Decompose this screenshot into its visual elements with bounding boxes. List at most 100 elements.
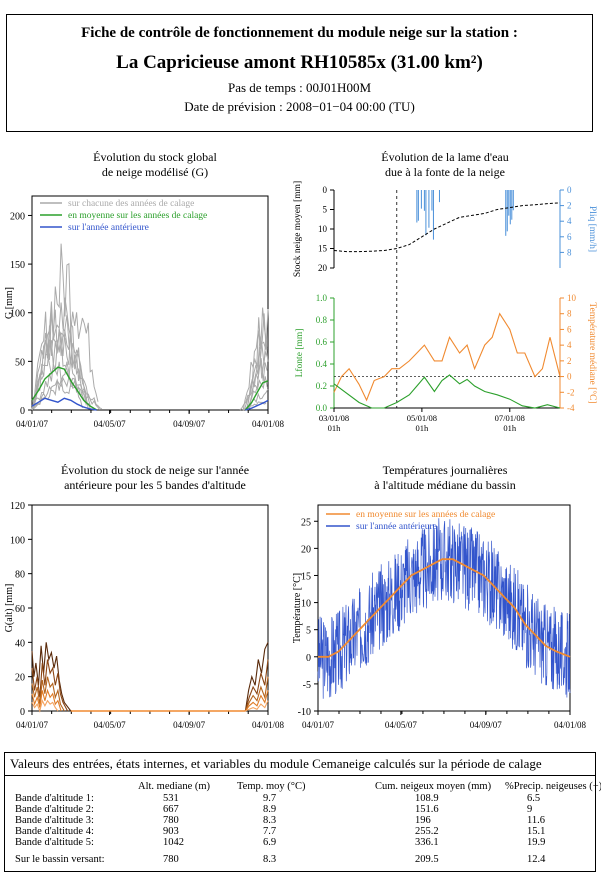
- y-right-tick-label: 8: [567, 247, 572, 257]
- calibration-year-line: [31, 321, 91, 411]
- y-tick-label: 0.6: [316, 337, 328, 347]
- row-label: Bande d'altitude 3:: [15, 815, 94, 826]
- mean-calibration-line: [31, 366, 98, 411]
- x-tick-label: 04/01/07: [302, 720, 335, 730]
- cell-temp: 8.3: [263, 815, 277, 826]
- calibration-year-line: [246, 308, 269, 411]
- cell-temp: 6.9: [263, 837, 277, 848]
- mean-calibration-line: [244, 380, 269, 411]
- legend-label: en moyenne sur les années de calage: [68, 211, 207, 221]
- y-tick-label: 50: [15, 357, 25, 368]
- y-tick-label: 5: [323, 205, 328, 215]
- y-axis-label: Lfonte [mm]: [294, 329, 305, 378]
- x-tick-label: 04/05/07: [94, 720, 127, 730]
- y-tick-label: 200: [10, 211, 25, 222]
- band-line: [31, 676, 65, 712]
- calibration-year-line: [246, 336, 269, 411]
- table-row: Bande d'altitude 2: 667 8.9 151.6 9: [5, 804, 595, 816]
- x-tick-label: 05/01/08: [407, 413, 437, 423]
- station-name: La Capricieuse amont RH10585x (31.00 km²…: [116, 52, 483, 73]
- chart-title-stock-global: Évolution du stock global de neige modéli…: [93, 150, 217, 179]
- table-row: Bande d'altitude 1: 531 9.7 108.9 6.5: [5, 793, 595, 805]
- x-tick-label: 04/05/07: [94, 419, 127, 429]
- cell-alt: 667: [163, 804, 179, 815]
- y-right-tick-label: -4: [567, 403, 575, 413]
- x-tick-label: 04/09/07: [173, 419, 206, 429]
- x-tick-label: 04/09/07: [173, 720, 206, 730]
- chart-stock-bandes: 0 20 40 60 80 100 120 04/01/07 04/05/07 04/09/07 0…: [4, 501, 285, 730]
- chart-title-stock-bandes: Évolution du stock de neige sur l'année a…: [60, 463, 250, 492]
- calibration-year-line: [31, 302, 87, 411]
- row-label: Bande d'altitude 1:: [15, 793, 94, 804]
- y-right-tick-label: 10: [567, 293, 577, 303]
- chart-stock-global: 0 50 100 150 200 04/01/07 04/05/07 04/09/07 04/0…: [4, 195, 284, 429]
- y-tick-label: 10: [318, 224, 328, 234]
- cell-cum: 255.2: [415, 826, 439, 837]
- y-tick-label: 5: [306, 626, 311, 637]
- x-tick-label: 04/01/08: [252, 720, 285, 730]
- cell-cum: 336.1: [415, 837, 439, 848]
- band-line: [31, 659, 69, 712]
- band-line: [31, 688, 62, 712]
- y-right-axis-label: Pliq [mm/h]: [587, 206, 597, 252]
- y-tick-label: 10: [301, 599, 311, 610]
- table-row: Bande d'altitude 5: 1042 6.9 336.1 19.9: [5, 837, 595, 849]
- header-pct: %Precip. neigeuses (−): [505, 781, 601, 792]
- table-row: Bande d'altitude 3: 780 8.3 196 11.6: [5, 815, 595, 827]
- calibration-year-line: [242, 307, 267, 411]
- y-right-axis-label: Température médiane [°C]: [587, 302, 598, 403]
- forecast-date-label: Date de prévision : 2008−01−04 00:00 (TU…: [184, 99, 415, 114]
- y-right-tick-label: 0: [567, 185, 572, 195]
- row-label: Bande d'altitude 5:: [15, 837, 94, 848]
- y-right-tick-label: 6: [567, 324, 572, 334]
- band-line: [31, 642, 72, 712]
- y-tick-label: 40: [15, 638, 25, 649]
- cell-pct: 12.4: [527, 854, 546, 865]
- table-title: Valeurs des entrées, états internes, et …: [5, 753, 595, 776]
- band-line: [245, 700, 269, 712]
- calibration-year-line: [31, 376, 101, 411]
- cell-alt: 531: [163, 793, 179, 804]
- legend-label: sur chacune des années de calage: [68, 199, 194, 209]
- chart-title-lame-eau: Évolution de la lame d'eau due à la fonte…: [381, 150, 509, 179]
- x-tick-label: 01h: [503, 423, 517, 433]
- cell-pct: 9: [527, 804, 533, 815]
- header-temp: Temp. moy (°C): [237, 781, 306, 792]
- cell-pct: 6.5: [527, 793, 541, 804]
- calibration-year-line: [239, 376, 268, 411]
- y-tick-label: 100: [10, 535, 25, 546]
- report-header: Fiche de contrôle de fonctionnement du m…: [6, 14, 593, 132]
- cell-pct: 15.1: [527, 826, 546, 837]
- cell-alt: 780: [163, 854, 179, 865]
- cell-cum: 151.6: [415, 804, 439, 815]
- cell-alt: 780: [163, 815, 179, 826]
- cell-temp: 8.3: [263, 854, 277, 865]
- y-tick-label: 150: [10, 260, 25, 271]
- calibration-year-line: [31, 309, 89, 411]
- y-tick-label: 1.0: [316, 293, 328, 303]
- legend-label: en moyenne sur les années de calage: [356, 510, 495, 520]
- calibration-year-line: [31, 361, 91, 411]
- y-tick-label: -10: [298, 707, 311, 718]
- x-tick-label: 04/01/07: [16, 720, 49, 730]
- chart-temperatures: -10 -5 0 5 10 15 20 25 04/01/07 04/05/07 04/09/07 0…: [292, 504, 586, 730]
- calibration-table: Valeurs des entrées, états internes, et …: [4, 752, 601, 872]
- report-title: Fiche de contrôle de fonctionnement du m…: [81, 25, 518, 41]
- legend-label: sur l'année antérieure: [356, 522, 437, 532]
- temperature-line: [333, 312, 561, 402]
- y-axis-label: Stock neige moyen [mm]: [293, 181, 303, 277]
- y-right-tick-label: 6: [567, 232, 572, 242]
- x-tick-label: 01h: [328, 423, 342, 433]
- header-alt: Alt. mediane (m): [138, 781, 211, 792]
- cell-alt: 1042: [163, 837, 184, 848]
- table-total-row: Sur le bassin versant: 780 8.3 209.5 12.…: [5, 854, 595, 866]
- chart-title-temperatures: Températures journalières à l'altitude mé…: [374, 463, 516, 492]
- cell-pct: 11.6: [527, 815, 545, 826]
- x-tick-label: 07/01/08: [495, 413, 525, 423]
- row-label: Sur le bassin versant:: [15, 854, 105, 865]
- y-tick-label: 100: [10, 309, 25, 320]
- plot-frame: [31, 504, 269, 712]
- mean-temperature-line: [318, 558, 571, 658]
- calibration-year-line: [247, 341, 268, 411]
- y-tick-label: 0: [323, 185, 328, 195]
